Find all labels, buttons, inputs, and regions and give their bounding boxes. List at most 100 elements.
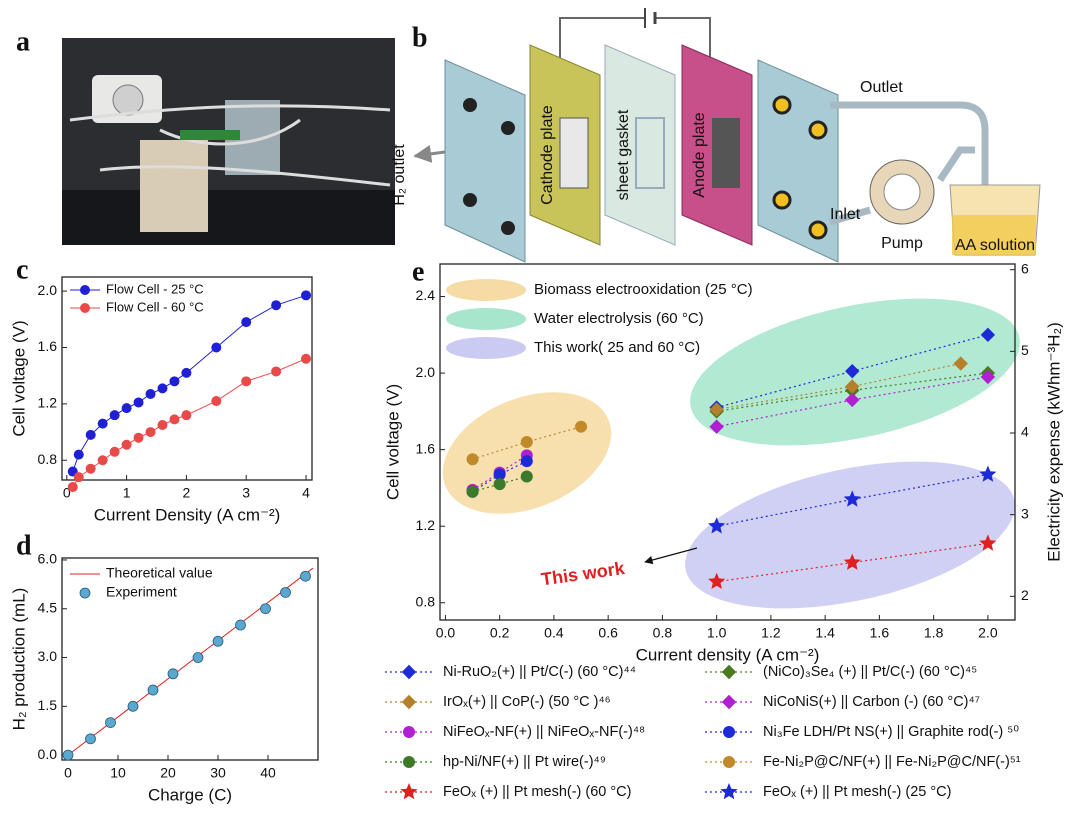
marker [979,534,997,551]
marker [301,290,312,301]
y-tick-label: 2.4 [416,287,436,303]
diagram-label: Cathode plate [539,105,556,205]
marker [241,317,252,328]
marker [181,410,192,421]
plot-frame [61,276,313,481]
marker [709,402,724,417]
x-tick-label: 3 [242,485,250,501]
legend-marker [723,756,735,768]
annotation: This work [540,558,627,590]
legend-label: NiCoNiS(+) || Carbon (-) (60 °C)⁴⁷ [763,694,980,710]
panel-label: e [412,256,424,287]
y-tick-label: 1.6 [38,338,58,354]
marker [466,485,479,498]
marker [73,472,84,483]
x-tick-label: 0 [63,485,71,501]
legend-label: Ni₃Fe LDH/Pt NS(+) || Graphite rod(-) ⁵⁰ [763,724,1019,740]
marker [157,420,168,431]
legend-label: Theoretical value [106,565,213,581]
marker [520,436,533,448]
x-tick-label: 1 [123,485,131,501]
marker [127,700,139,712]
legend-label: Ni-RuO₂(+) || Pt/C(-) (60 °C)⁴⁴ [443,664,636,680]
marker [97,455,108,466]
x-tick-label: 0.2 [490,625,510,641]
region-legend-label: Water electrolysis (60 °C) [534,310,704,327]
legend-label: Experiment [106,584,177,600]
legend-label: FeOₓ (+) || Pt mesh(-) (25 °C) [763,784,952,800]
diagram-label: Inlet [830,206,861,223]
marker [133,397,144,408]
diagram-label: Outlet [860,79,903,96]
marker [843,490,861,507]
panel-label: b [412,22,428,53]
y-tick-label: 6.0 [38,551,58,567]
marker [271,366,282,377]
x-axis-label: Current Density (A cm⁻²) [94,505,281,524]
legend-marker [79,587,91,599]
marker [97,418,108,429]
legend-marker [403,756,415,768]
region-legend-swatch [446,337,526,359]
marker [145,427,156,438]
y2-tick-label: 3 [1021,505,1029,521]
y2-tick-label: 4 [1021,424,1029,440]
marker [73,449,84,460]
series-line [72,294,307,472]
marker [241,376,252,387]
marker [845,363,860,379]
cell-diagram: H₂ outlet Cathode plate sheet gasket Ano… [391,8,1041,263]
marker [121,403,132,414]
legend-label: FeOₓ (+) || Pt mesh(-) (60 °C) [443,784,632,800]
marker [147,684,159,696]
x-tick-label: 0.8 [653,625,673,641]
marker [260,603,271,615]
marker [980,327,996,343]
marker [167,668,179,680]
marker [709,419,724,434]
y2-axis-label: Electricity expense (kWhm⁻³H₂) [1044,322,1063,561]
marker [271,300,282,311]
marker [133,432,144,443]
marker [67,482,78,493]
marker [235,619,246,631]
y2-tick-label: 2 [1021,587,1029,603]
legend-marker [80,303,90,313]
marker [300,570,311,582]
marker [953,356,968,371]
marker [105,717,116,728]
plot-frame [439,263,1016,621]
marker [85,429,96,440]
x-axis-label: Charge (C) [148,785,232,804]
region-legend-label: This work( 25 and 60 °C) [534,339,700,356]
x-tick-label: 0.6 [598,625,618,641]
y-tick-label: 0.8 [416,593,436,609]
marker [843,553,861,570]
legend-marker [401,694,417,710]
x-tick-label: 1.8 [924,625,944,641]
y-tick-label: 3.0 [38,648,58,664]
y-tick-label: 0.8 [38,451,58,467]
series-line [472,454,528,491]
x-tick-label: 1.0 [707,625,727,641]
y-tick-label: 1.5 [38,697,58,713]
x-tick-label: 10 [110,765,126,781]
y-tick-label: 1.2 [416,517,436,533]
legend-marker [80,285,90,295]
region-legend-label: Biomass electrooxidation (25 °C) [534,281,753,298]
marker [121,439,132,450]
legend-marker [720,783,738,800]
legend-marker [721,694,737,710]
series-line [716,362,961,411]
marker [169,414,180,425]
marker [493,468,506,481]
marker [466,453,479,466]
marker [301,353,312,364]
legend-marker [401,664,417,680]
series-line [472,460,528,493]
marker [157,383,168,394]
x-tick-label: 0.0 [436,625,456,641]
x-tick-label: 20 [160,765,176,781]
legend-label: IrOₓ(+) || CoP(-) (50 °C )⁴⁶ [443,694,611,710]
marker [212,635,224,647]
